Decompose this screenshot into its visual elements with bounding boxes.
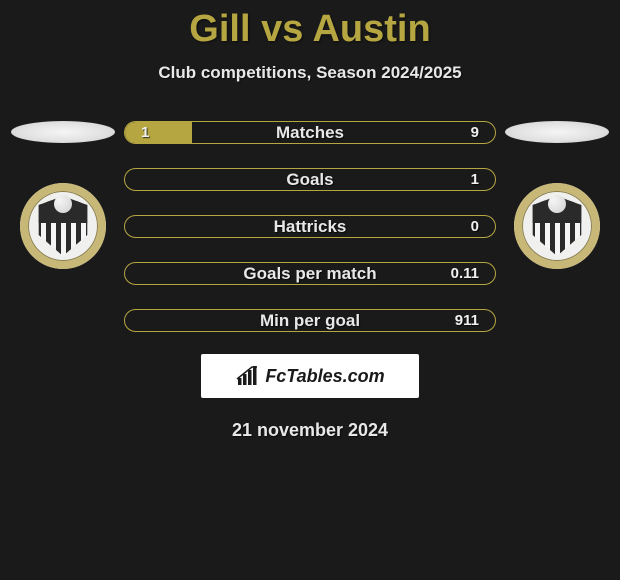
date-text: 21 november 2024: [232, 420, 388, 441]
stat-value-right: 1: [471, 171, 479, 188]
stat-label: Goals per match: [243, 264, 376, 284]
bar-fill-left: [125, 122, 192, 143]
chart-icon: [235, 366, 259, 386]
team-crest-right: [508, 183, 606, 269]
stat-label: Hattricks: [274, 217, 347, 237]
stat-value-left: 1: [141, 124, 149, 141]
logo-text: FcTables.com: [265, 366, 384, 387]
subtitle: Club competitions, Season 2024/2025: [158, 63, 461, 83]
stat-label: Goals: [286, 170, 333, 190]
comparison-widget: Gill vs Austin Club competitions, Season…: [0, 0, 620, 441]
stats-bars: 1 Matches 9 Goals 1 Hattricks 0 Goals per match…: [118, 121, 502, 332]
stat-value-right: 0.11: [451, 265, 479, 282]
team-crest-left: [14, 183, 112, 269]
stat-label: Matches: [276, 123, 344, 143]
stat-bar: 1 Matches 9: [124, 121, 496, 144]
stat-label: Min per goal: [260, 311, 360, 331]
stat-bar: Goals 1: [124, 168, 496, 191]
stat-bar: Goals per match 0.11: [124, 262, 496, 285]
right-player-column: [502, 121, 612, 269]
page-title: Gill vs Austin: [189, 8, 430, 51]
stat-value-right: 911: [455, 312, 479, 329]
player-photo-right: [505, 121, 609, 143]
stat-value-right: 9: [471, 124, 479, 141]
player-photo-left: [11, 121, 115, 143]
stat-value-right: 0: [471, 218, 479, 235]
content-row: 1 Matches 9 Goals 1 Hattricks 0 Goals per match…: [0, 121, 620, 332]
stat-bar: Min per goal 911: [124, 309, 496, 332]
stat-bar: Hattricks 0: [124, 215, 496, 238]
fctables-logo[interactable]: FcTables.com: [201, 354, 419, 398]
left-player-column: [8, 121, 118, 269]
